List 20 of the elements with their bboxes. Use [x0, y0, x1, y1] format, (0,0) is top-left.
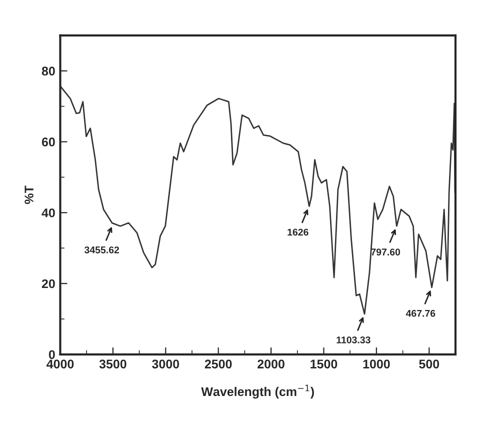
x-tick-label: 2000 — [258, 360, 284, 368]
x-tick-label: 4000 — [46, 360, 74, 368]
x-tick-label: 1000 — [363, 360, 390, 368]
x-tick-label: 500 — [419, 360, 440, 368]
annotation: 3455.62 — [84, 246, 120, 254]
x-axis-title: Wavelength (cm$^{−1}$) — [201, 384, 314, 399]
x-tick-label: 2500 — [204, 360, 232, 368]
annotation: 467.76 — [406, 310, 436, 317]
annotation: 1626 — [288, 228, 308, 236]
y-tick-label: 80 — [42, 66, 55, 76]
x-tick-label: 3500 — [99, 360, 126, 368]
line-series — [60, 85, 456, 315]
y-axis-title: %T — [24, 186, 34, 204]
x-tick-label: 3000 — [152, 360, 180, 368]
y-tick-label: 60 — [42, 138, 55, 146]
y-tick-label: 40 — [42, 208, 55, 218]
annotation: 1103.33 — [336, 336, 370, 344]
y-tick-label: 0 — [48, 350, 55, 360]
y-tick-label: 20 — [42, 279, 55, 288]
x-tick-label: 1500 — [310, 360, 338, 368]
